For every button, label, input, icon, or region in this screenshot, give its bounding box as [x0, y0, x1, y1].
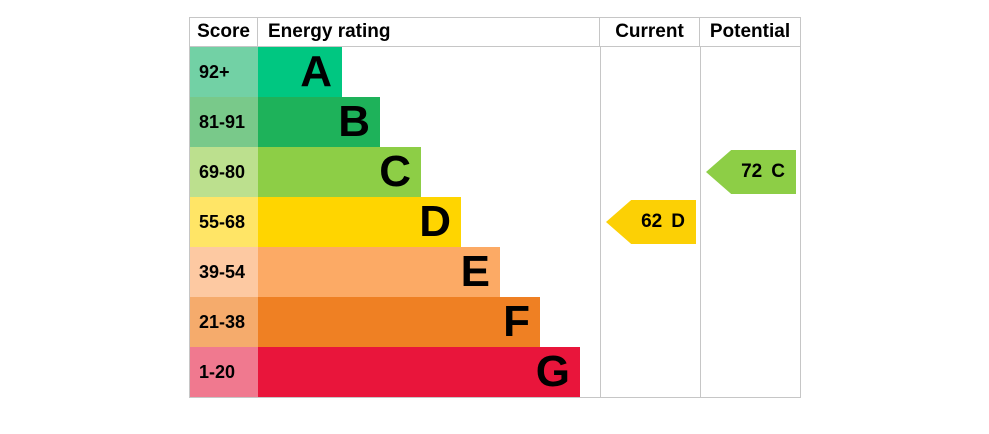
score-range: 39-54 — [190, 247, 258, 297]
table-header: Score Energy rating Current Potential — [190, 18, 800, 47]
current-rating-arrow: 62 D — [606, 200, 696, 244]
epc-rating-chart: Score Energy rating Current Potential 92… — [189, 17, 801, 398]
potential-column: 72 C — [700, 47, 800, 397]
score-range: 92+ — [190, 47, 258, 97]
score-range: 69-80 — [190, 147, 258, 197]
rating-bar: C — [258, 147, 421, 197]
rating-row: 81-91 B — [190, 97, 600, 147]
table-body: 92+ A 81-91 B 69-80 C 55-68 D 39-54 E 21… — [190, 47, 800, 397]
header-energy-rating: Energy rating — [258, 18, 600, 46]
rating-row: 69-80 C — [190, 147, 600, 197]
score-range: 81-91 — [190, 97, 258, 147]
rating-row: 1-20 G — [190, 347, 600, 397]
potential-value: 72 — [741, 161, 763, 182]
rating-row: 92+ A — [190, 47, 600, 97]
rating-bar: F — [258, 297, 540, 347]
current-column: 62 D — [600, 47, 700, 397]
rating-row: 55-68 D — [190, 197, 600, 247]
rating-bar: D — [258, 197, 461, 247]
header-score: Score — [190, 18, 258, 46]
rating-row: 39-54 E — [190, 247, 600, 297]
current-letter: D — [671, 211, 685, 232]
header-potential: Potential — [709, 21, 791, 42]
score-range: 21-38 — [190, 297, 258, 347]
rating-bar: G — [258, 347, 580, 397]
potential-rating-arrow: 72 C — [706, 150, 796, 194]
current-value: 62 — [641, 211, 663, 232]
score-range: 1-20 — [190, 347, 258, 397]
rating-bar: B — [258, 97, 380, 147]
potential-letter: C — [771, 161, 785, 182]
bands-area: 92+ A 81-91 B 69-80 C 55-68 D 39-54 E 21… — [190, 47, 600, 397]
rating-bar: A — [258, 47, 342, 97]
rating-bar: E — [258, 247, 500, 297]
header-current: Current — [600, 18, 700, 46]
score-range: 55-68 — [190, 197, 258, 247]
rating-row: 21-38 F — [190, 297, 600, 347]
